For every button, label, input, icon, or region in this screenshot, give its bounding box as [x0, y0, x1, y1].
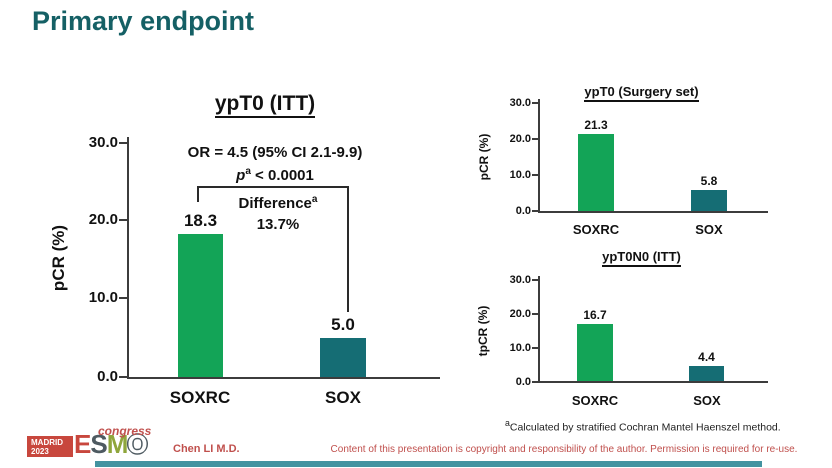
bar-group-soxrc: 21.3: [578, 103, 614, 211]
y-tick-label: 0.0: [515, 205, 531, 217]
y-tick-mark: [119, 376, 127, 378]
x-category-label: SOXRC: [571, 393, 619, 408]
bar-sox: [691, 190, 727, 211]
comparison-bracket-right: [347, 186, 349, 312]
y-axis-label: tpCR (%): [476, 305, 490, 357]
y-tick-mark: [119, 297, 127, 299]
logo-location: MADRID: [31, 438, 63, 447]
bar-group-soxrc: 16.7: [577, 280, 613, 381]
y-tick-label: 10.0: [509, 169, 531, 181]
bar-value-label: 18.3: [183, 210, 218, 230]
y-tick-mark: [532, 174, 538, 176]
bar-value-label: 4.4: [698, 350, 715, 364]
y-axis-line: [538, 99, 540, 212]
x-category-label: SOX: [325, 388, 361, 407]
y-tick-label: 30.0: [509, 97, 531, 109]
bar-sox: [320, 337, 366, 377]
y-tick-mark: [119, 219, 127, 221]
bar-value-label: 21.3: [584, 118, 608, 133]
y-axis-line: [538, 276, 540, 383]
difference-label: Differencea: [238, 194, 318, 212]
chart-title: ypT0 (ITT): [160, 92, 370, 118]
bar-value-label: 16.7: [583, 308, 607, 323]
footnote: aCalculated by stratified Cochran Mantel…: [505, 418, 781, 434]
x-category-label: SOXRC: [572, 222, 620, 237]
stats-annotation: OR = 4.5 (95% CI 2.1-9.9) pa < 0.0001: [150, 143, 400, 185]
y-tick-label: 20.0: [509, 308, 531, 320]
chart-title: ypT0 (Surgery set): [559, 83, 724, 102]
copyright-notice: Content of this presentation is copyrigh…: [330, 444, 798, 455]
logo-wordmark: ESMO: [74, 429, 148, 459]
y-tick-mark: [532, 210, 538, 212]
y-tick-label: 20.0: [509, 133, 531, 145]
x-axis-line: [538, 381, 768, 383]
page-title: Primary endpoint: [32, 6, 255, 36]
bar-value-label: 5.8: [700, 174, 718, 189]
y-tick-label: 20.0: [88, 211, 118, 228]
bar-soxrc: [578, 134, 614, 211]
bar-group-sox: 4.4: [689, 280, 724, 381]
odds-ratio-text: OR = 4.5 (95% CI 2.1-9.9): [187, 144, 363, 161]
x-category-label: SOXRC: [169, 388, 231, 407]
y-axis-label: pCR (%): [477, 133, 491, 181]
bar-value-label: 5.0: [331, 314, 355, 334]
difference-value: 13.7%: [256, 216, 300, 233]
x-category-label: SOX: [693, 393, 721, 408]
y-tick-label: 10.0: [88, 289, 118, 306]
y-tick-mark: [532, 313, 538, 315]
logo-congress-text: congress: [98, 424, 152, 438]
p-value-text: pa < 0.0001: [236, 166, 314, 184]
y-tick-label: 30.0: [88, 134, 118, 151]
y-axis-label: pCR (%): [49, 224, 68, 292]
y-tick-mark: [532, 102, 538, 104]
comparison-bracket-left: [197, 186, 199, 202]
logo-year: 2023: [31, 447, 49, 456]
x-category-label: SOX: [695, 222, 723, 237]
y-tick-label: 0.0: [97, 368, 118, 385]
y-tick-label: 10.0: [509, 342, 531, 354]
chart-title: ypT0N0 (ITT): [574, 248, 709, 267]
x-axis-line: [538, 211, 768, 213]
bar-sox: [689, 366, 724, 381]
y-tick-mark: [532, 347, 538, 349]
difference-annotation: Differencea 13.7%: [213, 189, 343, 235]
y-tick-mark: [532, 138, 538, 140]
bar-soxrc: [178, 233, 223, 377]
bar-group-sox: 5.8: [691, 103, 727, 211]
logo-location-badge: MADRID 2023: [27, 436, 73, 457]
y-tick-mark: [532, 381, 538, 383]
y-tick-label: 30.0: [509, 274, 531, 286]
bar-group-soxrc: 18.3: [178, 142, 223, 377]
comparison-bracket-top: [197, 186, 349, 188]
bar-group-sox: 5.0: [320, 142, 366, 377]
y-axis-line: [127, 137, 129, 378]
y-tick-mark: [119, 142, 127, 144]
bar-soxrc: [577, 324, 613, 381]
y-tick-mark: [532, 279, 538, 281]
y-tick-label: 0.0: [515, 376, 531, 388]
presenter-name: Chen LI M.D.: [173, 443, 240, 455]
x-axis-line: [127, 377, 440, 379]
footer-accent-strip: [95, 461, 762, 467]
